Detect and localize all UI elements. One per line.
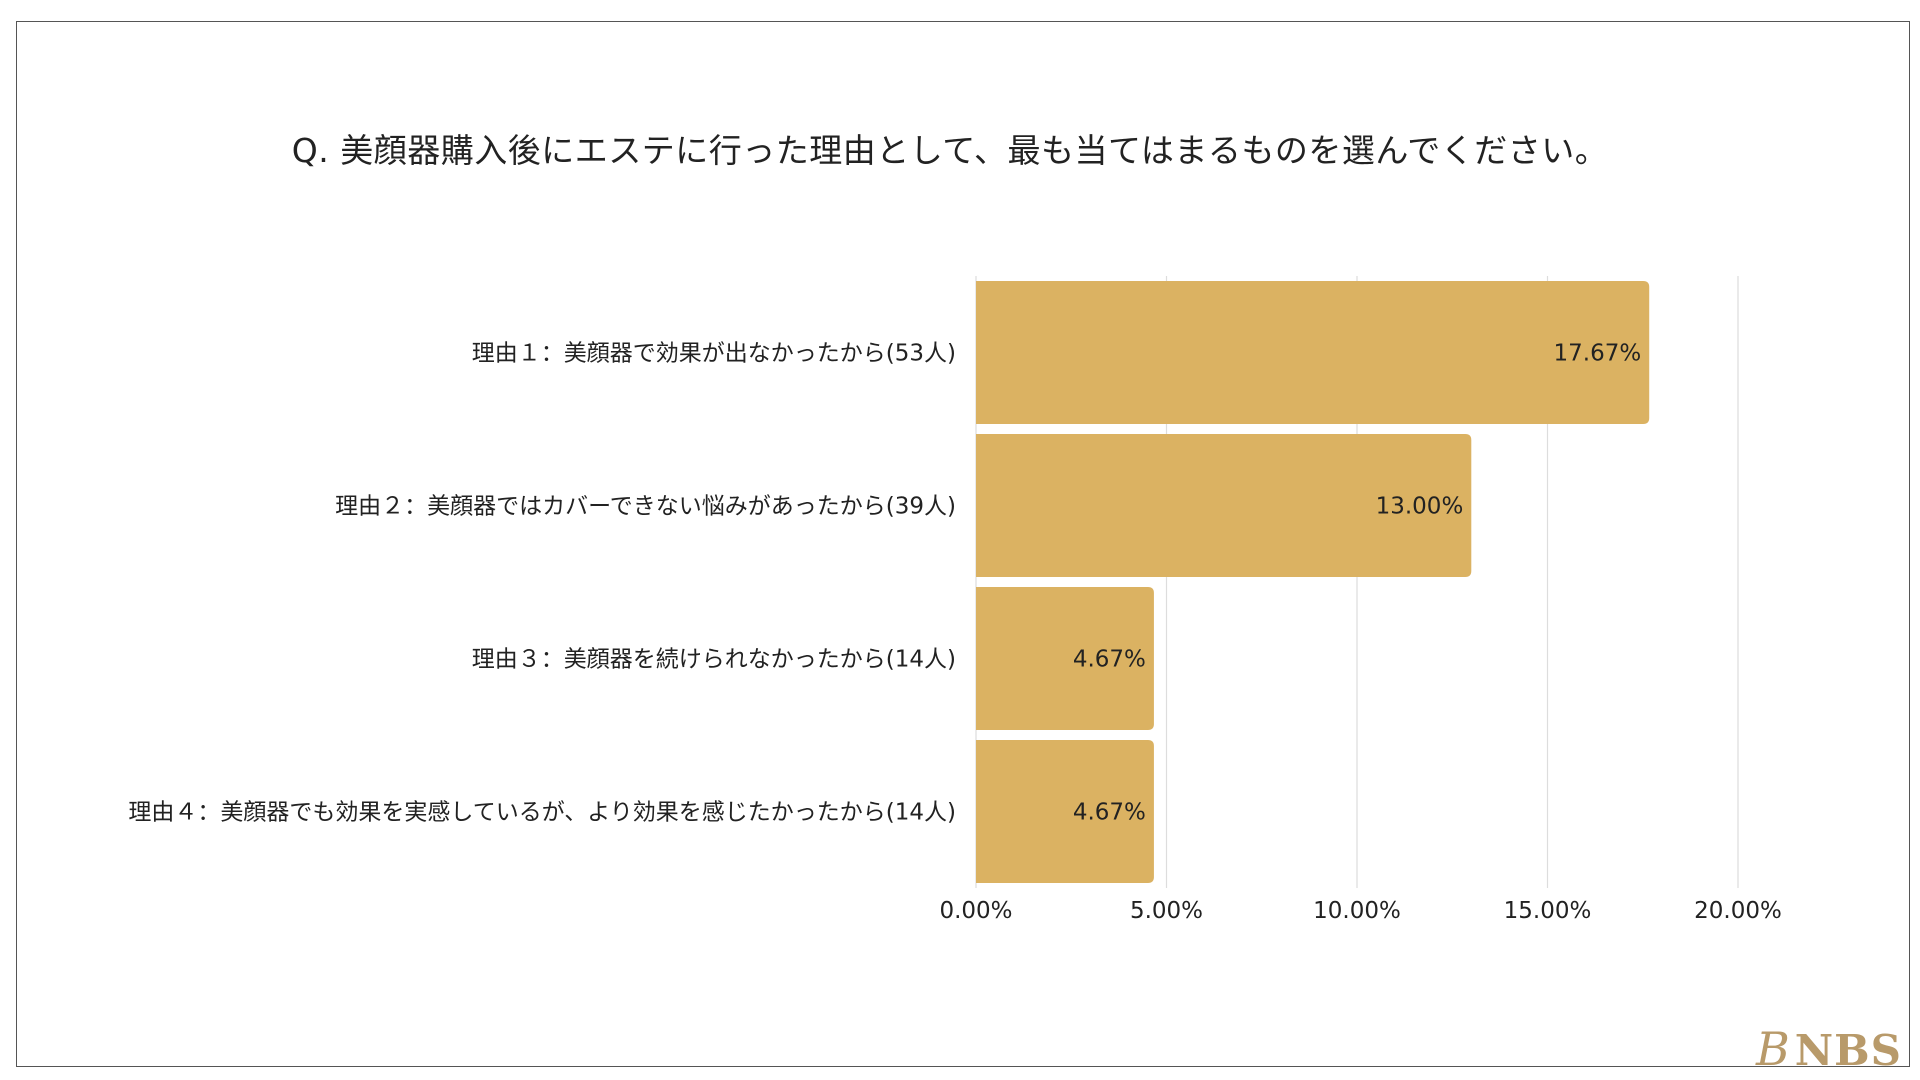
value-label-3: 4.67% (1073, 647, 1146, 673)
x-tick-labels: 0.00% 5.00% 10.00% 15.00% 20.00% (939, 898, 1781, 924)
category-label-4: 理由４：美顔器でも効果を実感しているが、より効果を感じたかったから(14人) (128, 800, 956, 826)
bar-4 (976, 740, 1154, 883)
x-tick-label-4: 20.00% (1694, 898, 1782, 924)
logo-monogram: B (1755, 1022, 1791, 1076)
chart-title: Q. 美顔器購入後にエステに行った理由として、最も当てはまるものを選んでください… (291, 131, 1609, 170)
logo-text: NBS (1794, 1026, 1902, 1075)
category-label-3: 理由３：美顔器を続けられなかったから(14人) (472, 647, 956, 673)
category-label-2: 理由２：美顔器ではカバーできない悩みがあったから(39人) (335, 494, 956, 520)
category-label-1: 理由１：美顔器で効果が出なかったから(53人) (472, 341, 956, 367)
nbs-logo: BNBS (1756, 1022, 1902, 1076)
value-labels: 17.67% 13.00% 4.67% 4.67% (1073, 341, 1641, 826)
x-tick-label-3: 15.00% (1504, 898, 1592, 924)
x-tick-label-1: 5.00% (1130, 898, 1203, 924)
value-label-4: 4.67% (1073, 800, 1146, 826)
x-tick-label-0: 0.00% (939, 898, 1012, 924)
chart-frame (16, 21, 1910, 1067)
value-label-2: 13.00% (1376, 494, 1464, 520)
bar-1 (976, 281, 1650, 424)
category-labels: 理由１：美顔器で効果が出なかったから(53人) 理由２：美顔器ではカバーできない悩… (128, 341, 956, 826)
bars (976, 281, 1650, 883)
bar-3 (976, 587, 1154, 730)
bar-2 (976, 434, 1472, 577)
x-tick-label-2: 10.00% (1313, 898, 1401, 924)
value-label-1: 17.67% (1554, 341, 1642, 367)
